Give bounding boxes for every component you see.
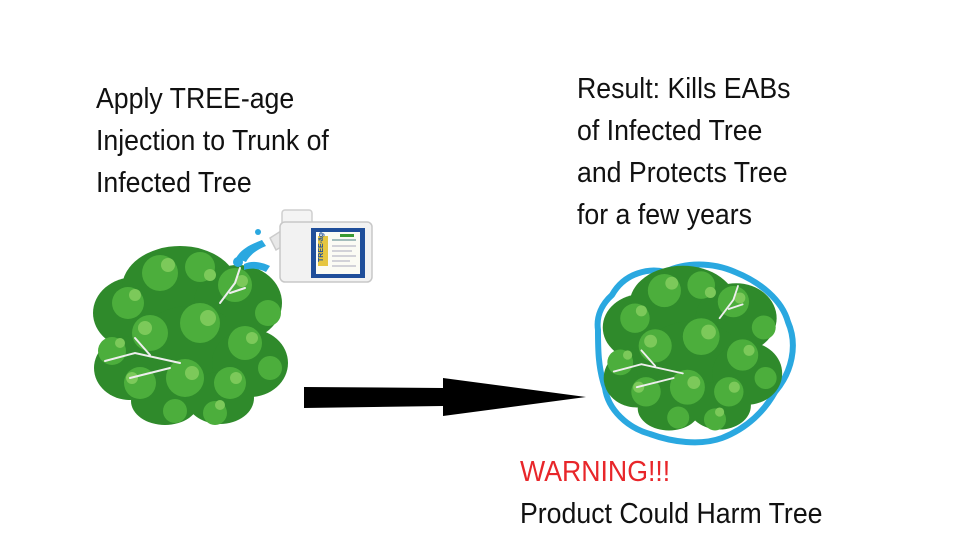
result-line-4: for a few years	[577, 199, 752, 231]
warning-title: WARNING!!!	[520, 456, 671, 488]
warning-text: Product Could Harm Tree	[520, 498, 823, 530]
step1-caption: Apply TREE-age Injection to Trunk of Inf…	[96, 78, 329, 204]
step1-line-3: Infected Tree	[96, 167, 252, 199]
product-bottle-icon: TREE-äge	[269, 209, 373, 283]
step1-line-1: Apply TREE-age	[96, 83, 295, 115]
step1-line-2: Injection to Trunk of	[96, 125, 329, 157]
warning-caption: WARNING!!! Product Could Harm Tree	[520, 451, 823, 535]
result-caption: Result: Kills EABs of Infected Tree and …	[577, 68, 791, 236]
result-line-3: and Protects Tree	[577, 157, 788, 189]
blue-protection-outline	[594, 261, 796, 446]
product-bottle-label: TREE-äge	[318, 229, 325, 262]
result-line-1: Result: Kills EABs	[577, 73, 791, 105]
spray-icon	[233, 229, 270, 272]
arrow-right-icon	[304, 378, 586, 416]
result-line-2: of Infected Tree	[577, 115, 763, 147]
treated-tree-icon	[594, 261, 796, 446]
tree-icon	[93, 246, 288, 425]
